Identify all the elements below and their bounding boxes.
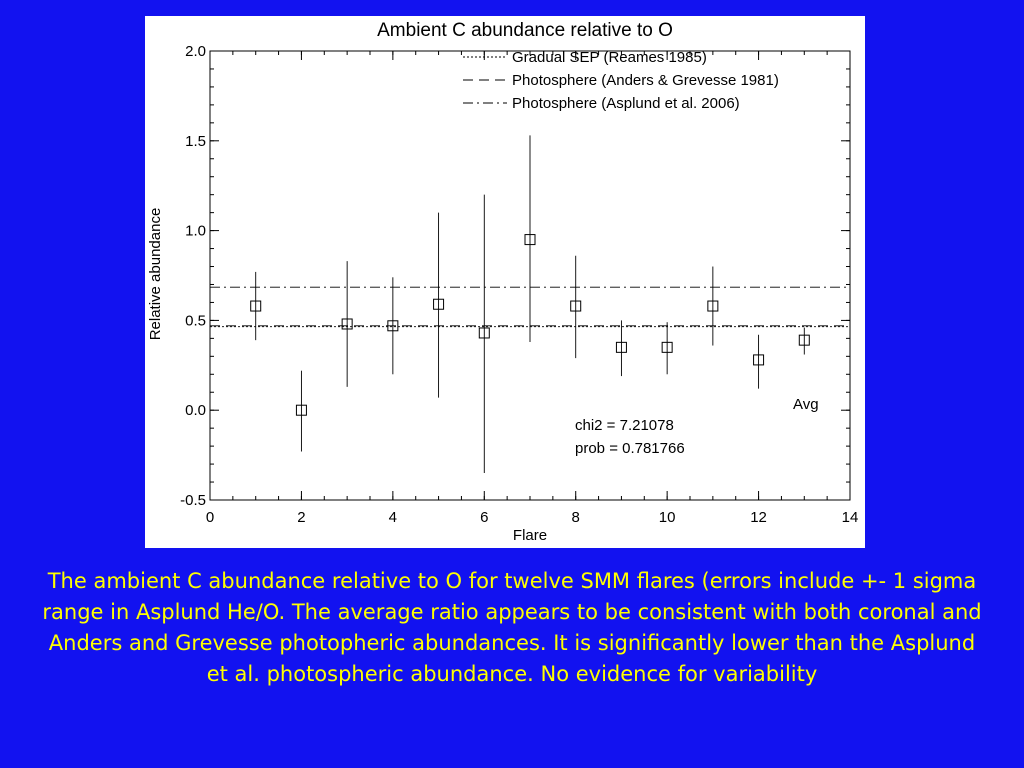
avg-label: Avg xyxy=(793,396,819,413)
y-axis-label: Relative abundance xyxy=(147,208,164,341)
data-point xyxy=(478,327,490,339)
legend-label: Photosphere (Asplund et al. 2006) xyxy=(512,95,740,112)
data-point xyxy=(295,404,307,416)
x-tick-label: 8 xyxy=(572,509,580,526)
data-point xyxy=(433,298,445,310)
data-point xyxy=(753,354,765,366)
data-point xyxy=(707,300,719,312)
data-point xyxy=(524,234,536,246)
y-tick-label: 1.5 xyxy=(185,133,206,150)
chart-plot: Ambient C abundance relative to O 0 2 4 6 8 1… xyxy=(147,20,859,544)
caption-text: The ambient C abundance relative to O fo… xyxy=(42,569,982,686)
data-point xyxy=(341,318,353,330)
x-tick-label: 0 xyxy=(206,509,214,526)
data-point xyxy=(250,300,262,312)
y-tick-label: -0.5 xyxy=(180,492,206,509)
y-tick-label: 0.0 xyxy=(185,402,206,419)
x-tick-label: 2 xyxy=(297,509,305,526)
data-point xyxy=(798,334,810,346)
x-tick-label: 10 xyxy=(659,509,676,526)
data-point xyxy=(661,341,673,353)
y-tick-label: 0.5 xyxy=(185,312,206,329)
chi2-annotation: chi2 = 7.21078 xyxy=(575,417,674,434)
chart-panel: Ambient C abundance relative to O 0 2 4 6 8 1… xyxy=(145,16,865,548)
legend-label: Photosphere (Anders & Grevesse 1981) xyxy=(512,72,779,89)
x-tick-label: 12 xyxy=(750,509,767,526)
x-tick-label: 14 xyxy=(842,509,859,526)
x-axis-label: Flare xyxy=(513,527,547,544)
y-tick-label: 2.0 xyxy=(185,43,206,60)
data-point xyxy=(615,341,627,353)
x-tick-label: 4 xyxy=(389,509,397,526)
y-tick-label: 1.0 xyxy=(185,223,206,240)
prob-annotation: prob = 0.781766 xyxy=(575,440,685,457)
x-tick-label: 6 xyxy=(480,509,488,526)
legend-label: Gradual SEP (Reames 1985) xyxy=(512,49,707,66)
data-point xyxy=(570,300,582,312)
data-point xyxy=(387,320,399,332)
chart-title: Ambient C abundance relative to O xyxy=(377,20,673,41)
